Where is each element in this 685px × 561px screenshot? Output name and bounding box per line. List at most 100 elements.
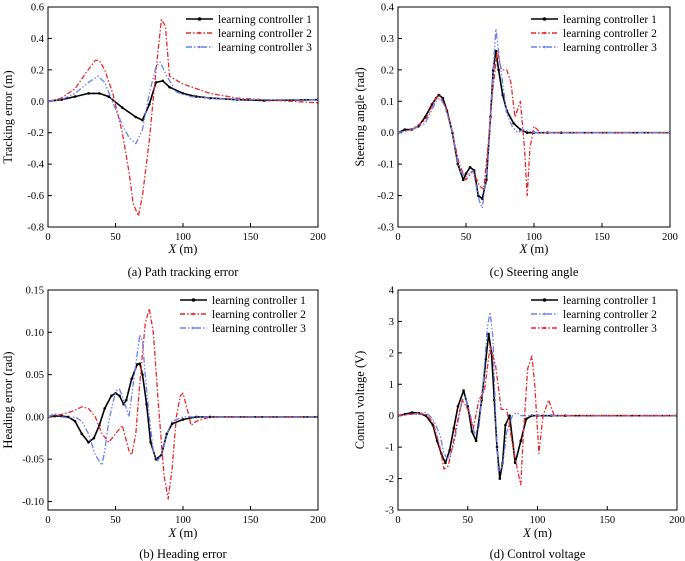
series-point (110, 394, 113, 398)
y-tick-label: -0.05 (22, 455, 44, 466)
series-point (145, 402, 148, 406)
series-point (501, 93, 505, 97)
series-point (120, 106, 124, 109)
legend-label-3: learning controller 3 (563, 42, 657, 54)
x-axis-variable: X (522, 526, 532, 540)
series-line-2 (48, 307, 318, 500)
y-tick-label: 0.4 (381, 3, 395, 14)
series-line-3 (398, 28, 670, 209)
y-tick-label: -0.6 (27, 191, 44, 202)
x-tick-label: 50 (110, 515, 121, 526)
y-tick-label: 2 (389, 348, 394, 359)
series-point (118, 394, 121, 398)
x-axis-unit: (m) (531, 526, 552, 540)
series-line-1 (398, 50, 670, 200)
y-axis-label: Heading error (rad) (1, 351, 15, 448)
series-point (448, 448, 451, 452)
series-point (98, 92, 101, 95)
x-tick-label: 150 (243, 515, 259, 526)
x-axis-label: X (m) (168, 242, 198, 256)
series-point (452, 426, 456, 430)
series-point (138, 362, 142, 365)
legend: learning controller 1 learning controller… (180, 295, 306, 335)
series-point (464, 172, 468, 175)
series-point (98, 424, 101, 427)
y-tick-label: 0.15 (26, 286, 44, 297)
series-point (474, 439, 478, 443)
legend: learning controller 1 learning controller… (531, 14, 657, 54)
series-point (468, 165, 472, 169)
series-point (92, 436, 96, 440)
y-axis-label: Control voltage (V) (353, 351, 367, 450)
legend-marker (198, 31, 201, 35)
legend-label-1: learning controller 1 (212, 295, 306, 307)
x-axis-label: X (m) (168, 526, 198, 540)
x-axis-unit: (m) (527, 242, 548, 256)
panel-caption: (c) Steering angle (490, 265, 579, 279)
series-point (456, 404, 460, 408)
legend: learning controller 1 learning controller… (531, 295, 657, 335)
x-axis-variable: X (168, 242, 178, 256)
y-tick-label: 0.10 (26, 328, 44, 339)
series-point (149, 441, 152, 444)
legend-label-3: learning controller 3 (218, 42, 312, 54)
legend-marker (192, 326, 195, 330)
y-tick-label: 4 (389, 286, 395, 297)
series-point (403, 128, 407, 131)
legend-label-2: learning controller 2 (563, 28, 657, 40)
legend-label-2: learning controller 2 (563, 309, 657, 321)
panel-a: 0 50 100 150 200 -0.8 -0.6 -0.4 -0.2 0.0 0.2 0.4 0.6… (1, 3, 326, 280)
y-tick-label: 0.2 (31, 65, 44, 76)
series-point (466, 404, 470, 408)
series-point (498, 477, 502, 480)
x-tick-label: 100 (530, 515, 546, 526)
legend-marker (543, 326, 546, 330)
series-point (470, 430, 474, 433)
x-tick-label: 50 (110, 232, 121, 243)
y-tick-label: 0.2 (381, 65, 394, 76)
legend-label-2: learning controller 2 (212, 309, 306, 321)
legend-marker (543, 45, 546, 49)
series-point (154, 457, 158, 461)
series-point (525, 417, 528, 421)
legend-marker (542, 298, 547, 302)
x-axis-label: X (m) (519, 242, 549, 256)
x-tick-label: 0 (395, 515, 400, 526)
series-point (181, 418, 185, 421)
x-tick-label: 200 (310, 515, 326, 526)
panel-caption: (b) Heading error (139, 547, 227, 561)
series-line-3 (398, 345, 677, 486)
series-point (141, 373, 144, 376)
legend-marker (197, 17, 202, 21)
y-axis-label: Steering angle (rad) (353, 67, 367, 166)
y-tick-label: -0.3 (377, 223, 394, 234)
x-tick-label: 150 (243, 232, 259, 243)
x-tick-label: 0 (395, 232, 400, 243)
panel-c: 0 50 100 150 200 -0.3 -0.2 -0.1 0.0 0.1 0.2 0.3 0.4 X… (353, 3, 678, 280)
x-axis-unit: (m) (176, 242, 197, 256)
x-tick-label: 100 (175, 232, 191, 243)
series-point (125, 398, 128, 402)
x-tick-label: 100 (526, 232, 542, 243)
x-tick-label: 0 (45, 515, 50, 526)
series-point (437, 93, 441, 97)
panel-caption: (a) Path tracking error (128, 265, 240, 279)
x-tick-label: 150 (599, 515, 615, 526)
y-tick-label: 0.1 (381, 97, 394, 108)
series-point (430, 103, 434, 106)
series-point (168, 85, 171, 89)
legend-label-1: learning controller 1 (218, 14, 312, 26)
y-tick-label: -0.4 (27, 160, 44, 171)
panel-d: 0 50 100 150 200 -3 -2 -1 0 1 2 3 4 X (m) Control volt… (353, 286, 685, 561)
legend-label-3: learning controller 3 (212, 323, 306, 335)
series-line-3 (48, 334, 318, 466)
y-tick-label: 3 (389, 317, 394, 328)
x-axis-label: X (m) (522, 526, 552, 540)
y-tick-label: -1 (385, 443, 394, 454)
y-tick-label: -0.2 (27, 128, 44, 139)
legend-label-1: learning controller 1 (563, 295, 657, 307)
y-tick-label: -0.8 (27, 223, 44, 234)
y-tick-label: -0.1 (377, 160, 394, 171)
x-tick-label: 100 (175, 515, 191, 526)
